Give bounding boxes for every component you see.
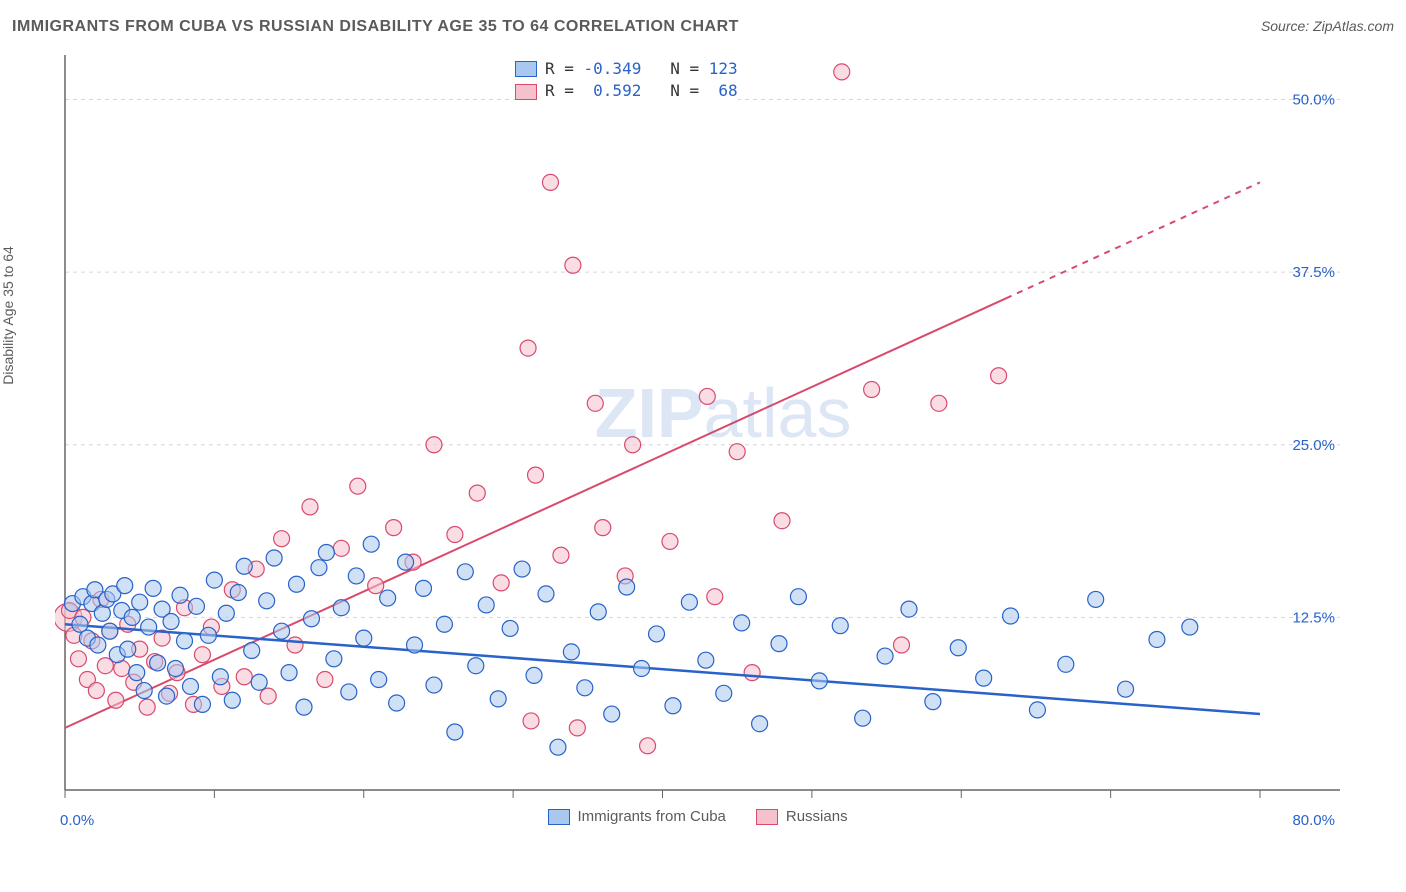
series-legend-label: Immigrants from Cuba	[578, 808, 726, 825]
stats-legend: R = -0.349 N = 123R = 0.592 N = 68	[515, 58, 738, 103]
legend-swatch	[515, 84, 537, 100]
series-legend: Immigrants from Cuba Russians	[548, 808, 848, 825]
legend-swatch	[515, 61, 537, 77]
svg-text:25.0%: 25.0%	[1292, 437, 1335, 454]
legend-row: R = 0.592 N = 68	[515, 80, 738, 102]
legend-swatch	[756, 809, 778, 825]
correlation-chart: IMMIGRANTS FROM CUBA VS RUSSIAN DISABILI…	[0, 0, 1406, 892]
legend-text: R = 0.592 N = 68	[545, 80, 738, 102]
svg-text:0.0%: 0.0%	[60, 812, 94, 829]
svg-text:50.0%: 50.0%	[1292, 92, 1335, 109]
svg-text:37.5%: 37.5%	[1292, 264, 1335, 281]
chart-title: IMMIGRANTS FROM CUBA VS RUSSIAN DISABILI…	[12, 18, 739, 36]
series-legend-item: Russians	[756, 808, 848, 825]
y-axis-label: Disability Age 35 to 64	[0, 246, 16, 385]
series-legend-item: Immigrants from Cuba	[548, 808, 726, 825]
legend-row: R = -0.349 N = 123	[515, 58, 738, 80]
plot-area: 12.5% 25.0% 37.5% 50.0% 0.0% 80.0%	[55, 50, 1340, 870]
series-legend-label: Russians	[786, 808, 848, 825]
legend-text: R = -0.349 N = 123	[545, 58, 738, 80]
svg-text:12.5%: 12.5%	[1292, 609, 1335, 626]
legend-swatch	[548, 809, 570, 825]
svg-text:80.0%: 80.0%	[1292, 812, 1335, 829]
source-label: Source: ZipAtlas.com	[1261, 18, 1394, 34]
